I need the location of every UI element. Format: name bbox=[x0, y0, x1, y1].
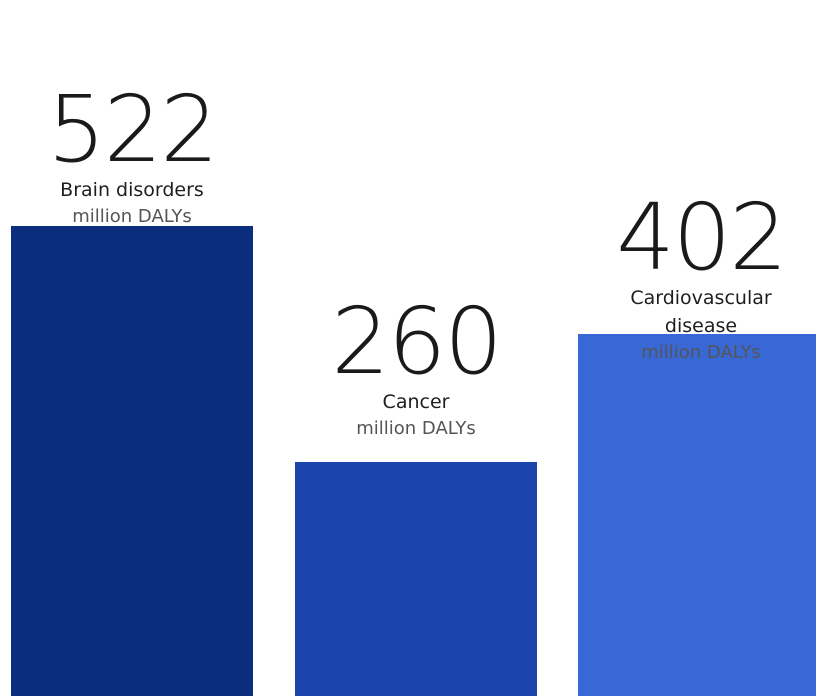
data-label-value: 260 bbox=[331, 288, 503, 395]
bar-label-group: 260 Cancer million DALYs bbox=[296, 296, 536, 442]
bar-label-group: 522 Brain disorders million DALYs bbox=[12, 84, 252, 230]
bar-cancer bbox=[295, 462, 537, 696]
unit-label: million DALYs bbox=[641, 342, 761, 364]
bar-cardiovascular-disease bbox=[578, 334, 816, 696]
unit-label: million DALYs bbox=[72, 206, 192, 228]
data-label-value: 522 bbox=[47, 76, 219, 184]
data-label-value: 402 bbox=[616, 184, 788, 292]
unit-label: million DALYs bbox=[356, 418, 476, 439]
category-label: Brain disorders bbox=[60, 179, 204, 202]
bar-brain-disorders bbox=[11, 226, 253, 696]
category-label: Cancer bbox=[382, 391, 450, 413]
category-label: Cardiovascular disease bbox=[630, 287, 772, 338]
bar-label-group: 402 Cardiovascular disease million DALYs bbox=[611, 192, 791, 366]
